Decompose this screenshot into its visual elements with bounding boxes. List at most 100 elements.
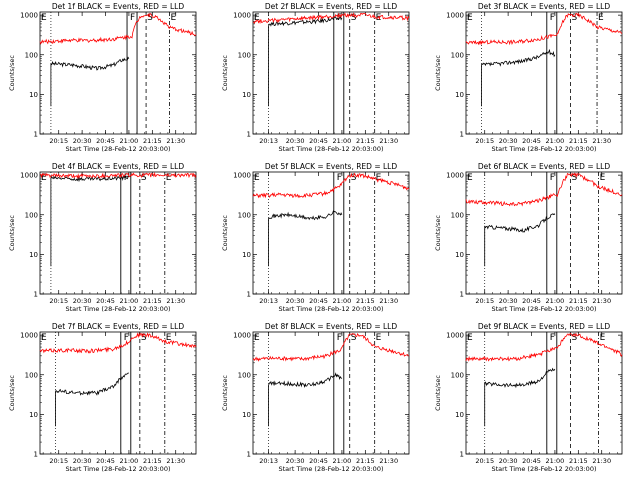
y-tick-label: 1 xyxy=(34,131,38,139)
x-tick-label: 21:15 xyxy=(569,297,588,305)
y-tick-label: 100 xyxy=(25,51,38,59)
marker-label-E-start: E xyxy=(41,333,47,343)
y-axis-label: Counts/sec xyxy=(221,375,229,411)
x-axis-label: Start Time (28-Feb-12 20:03:00) xyxy=(279,305,384,313)
panel-title: Det 1f BLACK = Events, RED = LLD xyxy=(52,2,185,11)
x-tick-label: 21:00 xyxy=(120,457,139,465)
x-tick-label: 20:15 xyxy=(475,457,494,465)
x-tick-label: 20:45 xyxy=(522,137,541,145)
x-tick-label: 21:00 xyxy=(546,297,565,305)
panel-det-5f: Det 5f BLACK = Events, RED = LLD 1 10 100 10… xyxy=(221,162,410,313)
x-tick-label: 20:15 xyxy=(475,137,494,145)
x-tick-label: 20:30 xyxy=(286,137,305,145)
x-axis-label: Start Time (28-Feb-12 20:03:00) xyxy=(492,305,597,313)
y-tick-label: 10 xyxy=(29,411,38,419)
plot-frame xyxy=(252,331,410,455)
x-tick-label: 20:30 xyxy=(73,137,92,145)
y-tick-label: 10 xyxy=(242,91,251,99)
marker-label-F: F xyxy=(337,333,342,343)
panel-det-3f: Det 3f BLACK = Events, RED = LLD 1 10 100 10… xyxy=(434,2,623,153)
panel-title: Det 2f BLACK = Events, RED = LLD xyxy=(265,2,398,11)
marker-label-S: S xyxy=(351,173,357,183)
marker-label-S: S xyxy=(572,333,578,343)
x-tick-label: 20:30 xyxy=(73,457,92,465)
x-tick-label: 21:15 xyxy=(143,137,162,145)
x-tick-label: 21:00 xyxy=(546,137,565,145)
y-tick-label: 1 xyxy=(247,131,251,139)
y-tick-label: 1000 xyxy=(20,172,38,180)
y-tick-label: 1000 xyxy=(20,12,38,20)
y-tick-label: 100 xyxy=(451,211,464,219)
x-tick-label: 20:30 xyxy=(499,137,518,145)
x-tick-label: 21:30 xyxy=(166,297,185,305)
y-axis-label: Counts/sec xyxy=(221,215,229,251)
y-axis-label: Counts/sec xyxy=(434,55,442,91)
y-tick-label: 10 xyxy=(242,251,251,259)
x-tick-label: 20:30 xyxy=(499,297,518,305)
series-line-lld xyxy=(465,172,623,207)
marker-label-E: E xyxy=(376,13,382,23)
x-tick-label: 21:00 xyxy=(333,137,352,145)
marker-label-S: S xyxy=(141,173,147,183)
x-tick-label: 20:45 xyxy=(96,457,115,465)
x-tick-label: 21:15 xyxy=(569,457,588,465)
marker-label-E: E xyxy=(166,333,172,343)
y-tick-label: 100 xyxy=(238,211,251,219)
y-axis-label: Counts/sec xyxy=(8,55,16,91)
x-axis-label: Start Time (28-Feb-12 20:03:00) xyxy=(279,145,384,153)
y-axis-label: Counts/sec xyxy=(8,215,16,251)
series-line-lld xyxy=(39,171,197,180)
panel-det-6f: Det 6f BLACK = Events, RED = LLD 1 10 100 10… xyxy=(434,162,623,313)
series-line-events xyxy=(484,367,556,427)
y-tick-label: 10 xyxy=(455,91,464,99)
y-tick-label: 1 xyxy=(247,451,251,459)
x-tick-label: 21:00 xyxy=(120,297,139,305)
marker-label-E: E xyxy=(376,173,382,183)
x-tick-label: 20:45 xyxy=(309,137,328,145)
x-tick-label: 20:13 xyxy=(259,297,278,305)
x-tick-label: 21:30 xyxy=(379,297,398,305)
marker-label-S: S xyxy=(351,333,357,343)
y-tick-label: 1 xyxy=(460,451,464,459)
marker-label-E: E xyxy=(600,333,606,343)
x-tick-label: 20:45 xyxy=(96,137,115,145)
marker-label-E-start: E xyxy=(41,13,47,23)
panel-title: Det 7f BLACK = Events, RED = LLD xyxy=(52,322,185,331)
y-tick-label: 100 xyxy=(238,371,251,379)
panel-title: Det 9f BLACK = Events, RED = LLD xyxy=(478,322,611,331)
x-tick-label: 21:30 xyxy=(379,137,398,145)
x-axis-label: Start Time (28-Feb-12 20:03:00) xyxy=(492,465,597,473)
marker-label-S: S xyxy=(147,13,153,23)
x-tick-label: 21:15 xyxy=(356,457,375,465)
marker-label-E: E xyxy=(600,173,606,183)
panel-title: Det 3f BLACK = Events, RED = LLD xyxy=(478,2,611,11)
marker-label-E-start: E xyxy=(254,173,260,183)
marker-label-F: F xyxy=(550,333,555,343)
y-tick-label: 100 xyxy=(25,371,38,379)
marker-label-E: E xyxy=(166,173,172,183)
x-tick-label: 21:15 xyxy=(356,297,375,305)
series-line-lld xyxy=(39,12,197,45)
marker-label-E: E xyxy=(376,333,382,343)
marker-label-F: F xyxy=(550,173,555,183)
series-line-lld xyxy=(39,332,197,354)
series-line-lld xyxy=(465,12,623,46)
series-line-lld xyxy=(252,172,410,199)
x-tick-label: 20:45 xyxy=(522,457,541,465)
x-tick-label: 21:00 xyxy=(120,137,139,145)
y-tick-label: 1 xyxy=(247,291,251,299)
series-line-events xyxy=(268,210,343,267)
marker-label-S: S xyxy=(141,333,147,343)
x-axis-label: Start Time (28-Feb-12 20:03:00) xyxy=(492,145,597,153)
y-tick-label: 10 xyxy=(455,411,464,419)
marker-label-E: E xyxy=(170,13,176,23)
x-tick-label: 21:00 xyxy=(333,457,352,465)
y-tick-label: 1000 xyxy=(233,172,251,180)
y-tick-label: 1 xyxy=(34,451,38,459)
x-tick-label: 21:30 xyxy=(379,457,398,465)
x-tick-label: 20:15 xyxy=(475,297,494,305)
marker-label-F: F xyxy=(337,173,342,183)
x-axis-label: Start Time (28-Feb-12 20:03:00) xyxy=(66,305,171,313)
series-line-events xyxy=(50,175,130,267)
